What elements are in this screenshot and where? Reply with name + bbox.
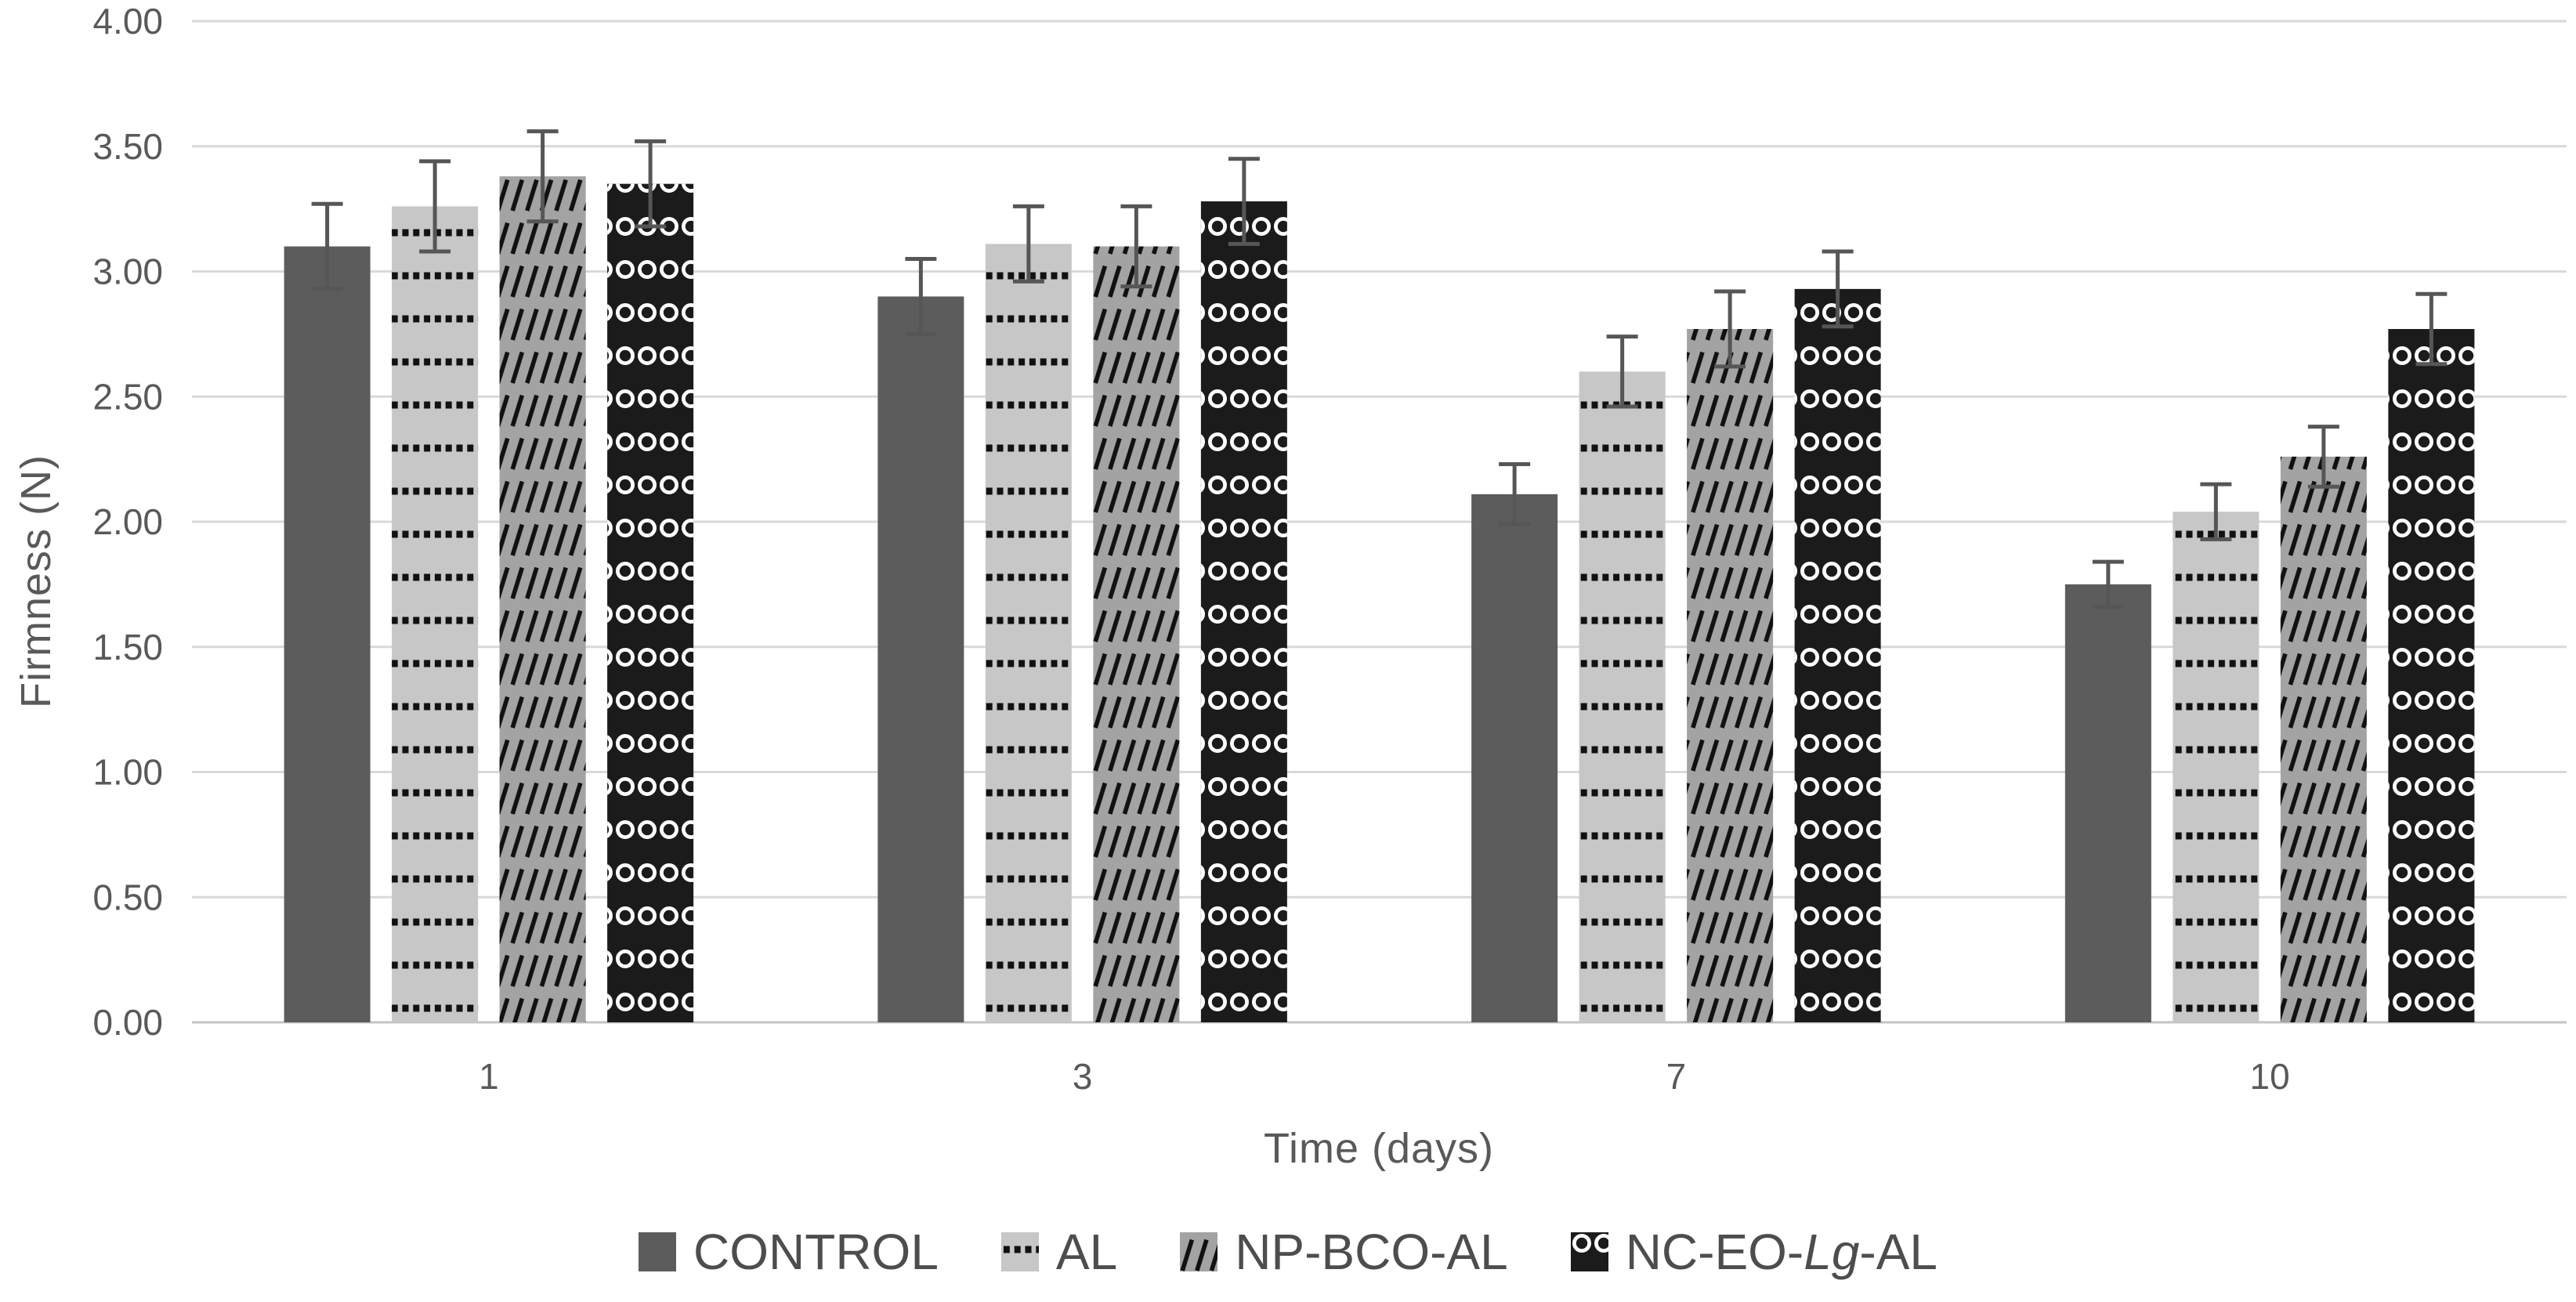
y-tick-label: 1.50: [92, 627, 163, 667]
legend-item-np-bco-al: NP-BCO-AL: [1180, 1223, 1508, 1281]
bar-pattern-overlay: [2280, 456, 2367, 1022]
legend-swatch-pattern: [1180, 1232, 1218, 1271]
error-bar-control-day3: [905, 257, 937, 336]
legend-swatch-nc-eo-lg-al: [1570, 1232, 1608, 1271]
error-bar-np-bco-al-day3: [1120, 204, 1152, 289]
y-tick-label: 4.00: [92, 1, 163, 42]
legend-swatch-fill: [639, 1232, 676, 1271]
error-bar-al-day3: [1012, 204, 1044, 284]
y-tick-label: 1.00: [92, 752, 163, 793]
y-tick-label: 0.50: [92, 877, 163, 917]
error-bar-al-day1: [419, 159, 451, 254]
y-tick-label: 3.00: [92, 251, 163, 292]
legend-label-al: AL: [1055, 1224, 1118, 1280]
legend-label-np-bco-al: NP-BCO-AL: [1235, 1224, 1508, 1280]
bar-pattern-overlay: [1687, 328, 1774, 1022]
bar-control-day3: [877, 296, 964, 1022]
bar-control-day1: [284, 246, 371, 1022]
error-bar-control-day10: [2092, 559, 2124, 609]
bar-pattern-overlay: [2388, 328, 2475, 1022]
error-bar-control-day1: [311, 201, 343, 291]
error-bar-al-day10: [2200, 482, 2232, 541]
y-tick-label: 3.50: [92, 126, 163, 167]
error-bar-nc-eo-lg-al-day7: [1822, 249, 1854, 329]
legend-item-control: CONTROL: [639, 1223, 939, 1281]
bar-control-day10: [2064, 584, 2151, 1022]
legend-label-nc-eo-lg-al: NC-EO-Lg-AL: [1625, 1224, 1937, 1280]
bar-pattern-overlay: [2173, 512, 2259, 1022]
legend-swatch-al: [1000, 1232, 1039, 1271]
error-bar-nc-eo-lg-al-day10: [2415, 291, 2448, 367]
error-bar-nc-eo-lg-al-day1: [635, 139, 667, 229]
legend-item-al: AL: [1000, 1223, 1118, 1281]
legend-swatch-pattern: [1570, 1232, 1608, 1271]
bar-control-day7: [1471, 494, 1558, 1022]
bar-pattern-overlay: [607, 183, 694, 1022]
legend-swatch-pattern: [1000, 1232, 1039, 1271]
error-bar-np-bco-al-day1: [526, 129, 559, 224]
y-tick-label: 0.00: [92, 1002, 163, 1043]
legend-item-nc-eo-lg-al: NC-EO-Lg-AL: [1570, 1223, 1937, 1281]
legend: CONTROL AL NP-BCO-AL NC-EO-Lg-AL: [0, 1219, 2576, 1285]
y-tick-label: 2.50: [92, 376, 163, 417]
error-bar-nc-eo-lg-al-day3: [1228, 157, 1260, 246]
error-bar-np-bco-al-day7: [1714, 289, 1746, 369]
bar-pattern-overlay: [1200, 201, 1287, 1022]
legend-swatch-control: [639, 1232, 676, 1271]
y-tick-label: 2.00: [92, 501, 163, 542]
bar-pattern-overlay: [1579, 371, 1666, 1022]
x-axis-title: Time (days): [1263, 1125, 1495, 1172]
bar-pattern-overlay: [1093, 246, 1180, 1022]
y-axis-title: Firmness (N): [13, 454, 60, 708]
x-tick-label: 1: [479, 1056, 499, 1097]
bar-pattern-overlay: [985, 244, 1072, 1023]
x-tick-label: 7: [1666, 1056, 1687, 1097]
x-tick-label: 3: [1073, 1056, 1093, 1097]
legend-swatch-np-bco-al: [1180, 1232, 1218, 1271]
error-bar-np-bco-al-day10: [2307, 425, 2339, 489]
error-bar-control-day7: [1499, 462, 1531, 526]
error-bar-al-day7: [1606, 335, 1638, 409]
bar-pattern-overlay: [499, 176, 586, 1023]
bar-pattern-overlay: [1794, 288, 1881, 1022]
x-tick-label: 10: [2250, 1056, 2290, 1097]
bar-pattern-overlay: [392, 206, 479, 1023]
legend-label-control: CONTROL: [693, 1224, 939, 1280]
